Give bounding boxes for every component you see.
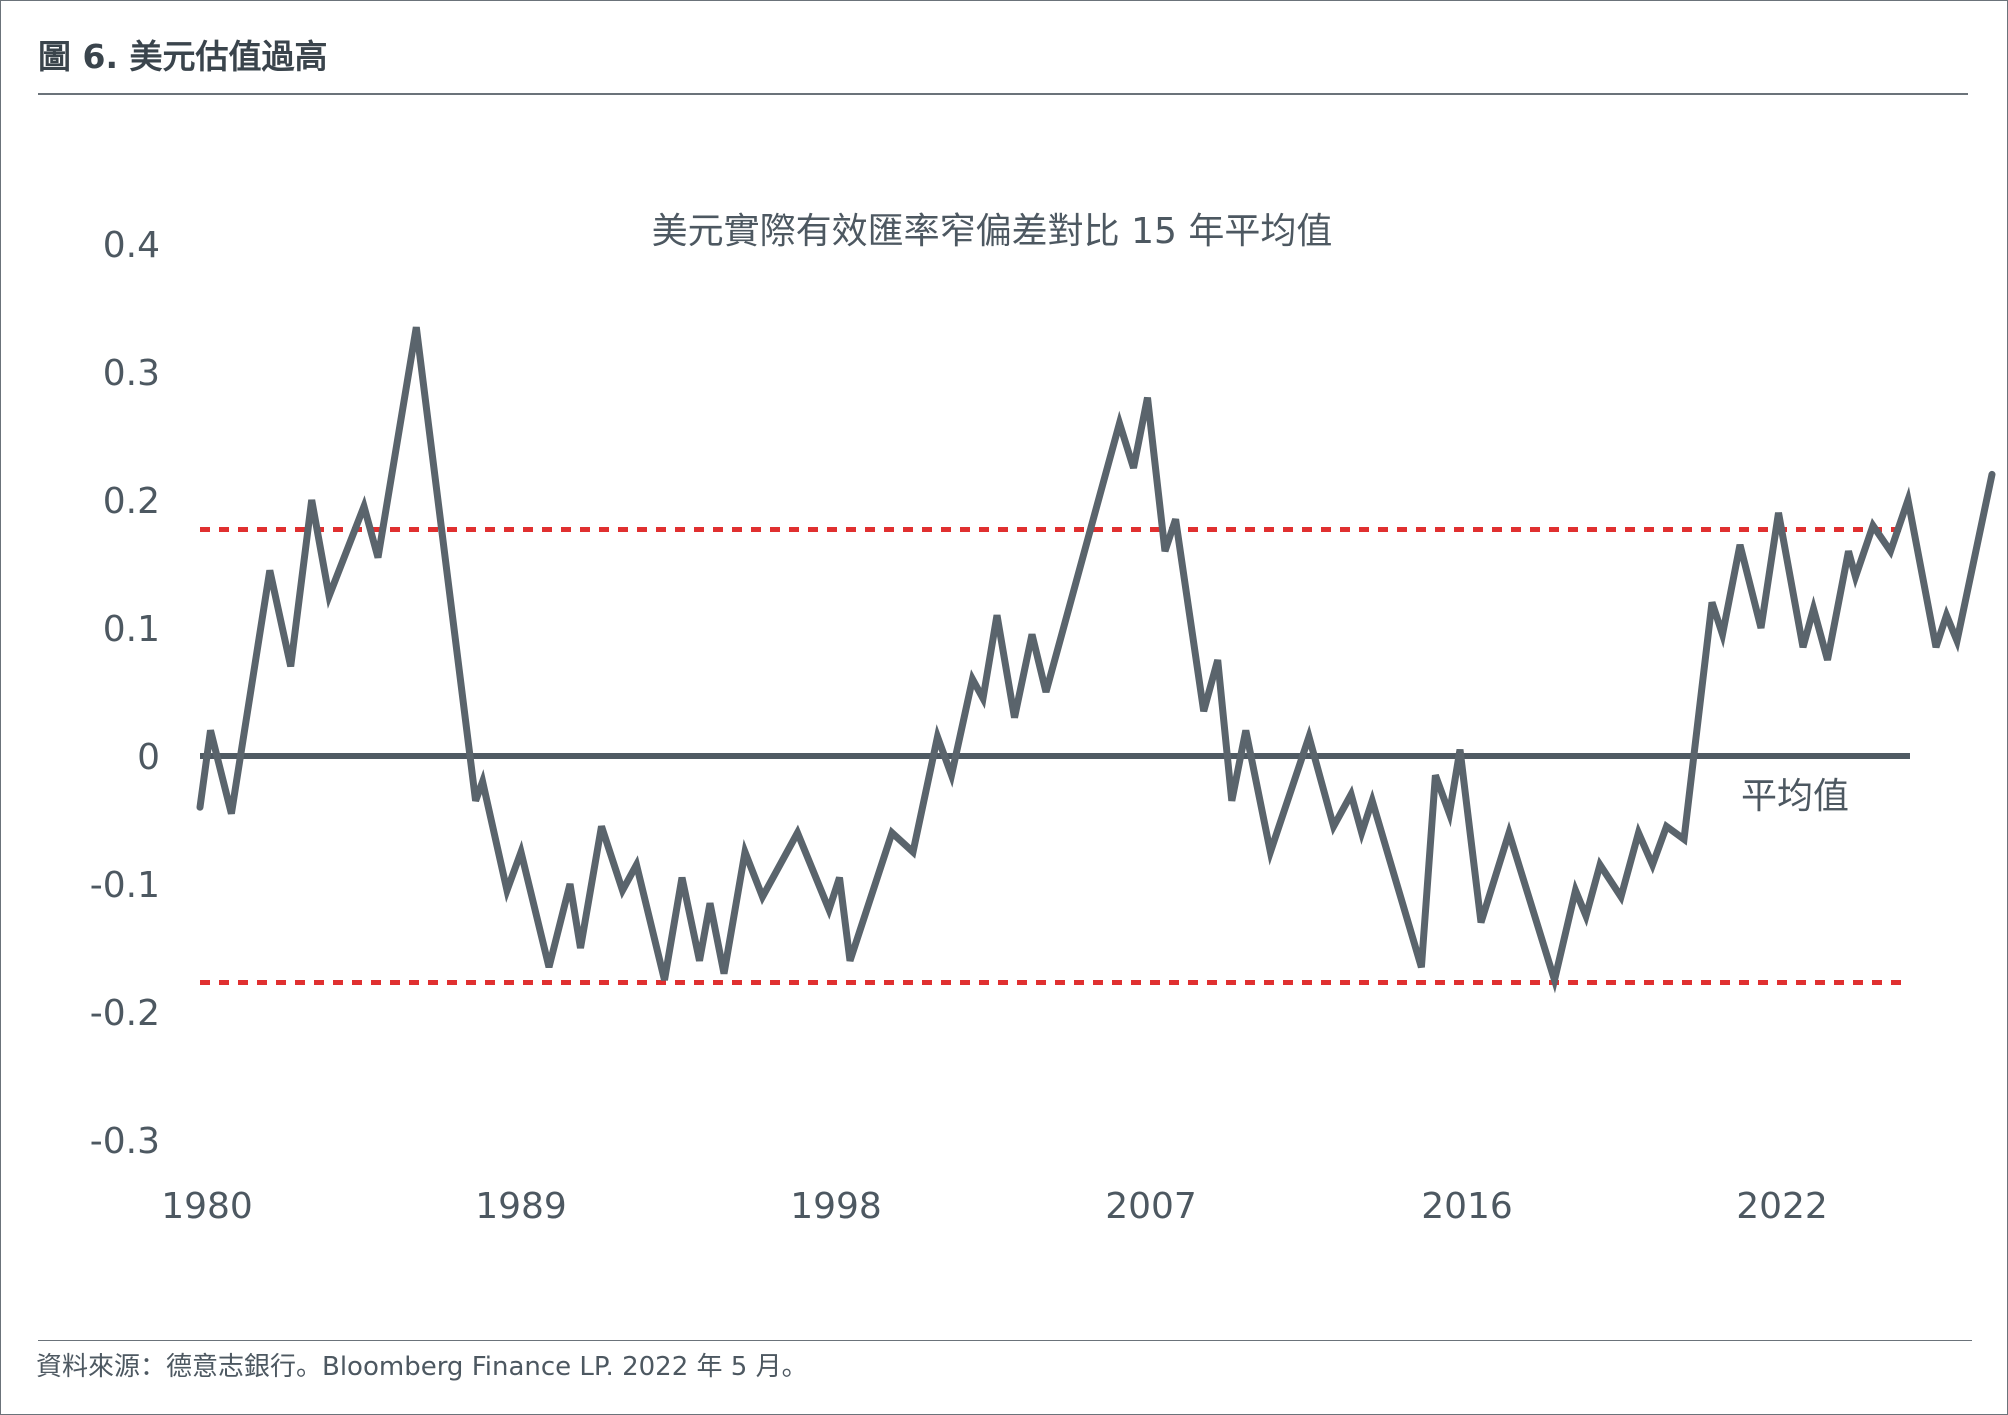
- x-axis-labels: 1980 1989 1998 2007 2016 2022: [161, 1186, 1828, 1227]
- series-line: [196, 326, 1996, 994]
- x-tick-label: 1998: [790, 1186, 882, 1227]
- y-tick-label: -0.1: [90, 865, 160, 906]
- x-tick-label: 2016: [1421, 1186, 1513, 1227]
- reference-lines: [200, 526, 1910, 986]
- source-note: 資料來源：德意志銀行。Bloomberg Finance LP. 2022 年 …: [36, 1352, 808, 1382]
- series-layer: [196, 326, 1996, 994]
- x-tick-label: 1989: [475, 1186, 567, 1227]
- y-tick-label: -0.2: [90, 993, 160, 1034]
- y-tick-label: 0.1: [103, 609, 160, 650]
- chart-title: 美元實際有效匯率窄偏差對比 15 年平均值: [652, 211, 1333, 252]
- figure-title: 圖 6. 美元估值過高: [38, 37, 328, 76]
- y-tick-label: 0: [137, 737, 160, 778]
- x-tick-label: 2007: [1105, 1186, 1197, 1227]
- x-tick-label: 2022: [1736, 1186, 1828, 1227]
- y-axis-labels: 0.4 0.3 0.2 0.1 0 -0.1 -0.2 -0.3: [90, 225, 160, 1162]
- x-tick-label: 1980: [161, 1186, 253, 1227]
- y-tick-label: 0.2: [103, 481, 160, 522]
- mean-label: 平均值: [1741, 776, 1849, 817]
- y-tick-label: 0.4: [103, 225, 160, 266]
- y-tick-label: 0.3: [103, 353, 160, 394]
- y-tick-label: -0.3: [90, 1121, 160, 1162]
- title-divider: [38, 93, 1968, 95]
- source-divider: [38, 1340, 1972, 1341]
